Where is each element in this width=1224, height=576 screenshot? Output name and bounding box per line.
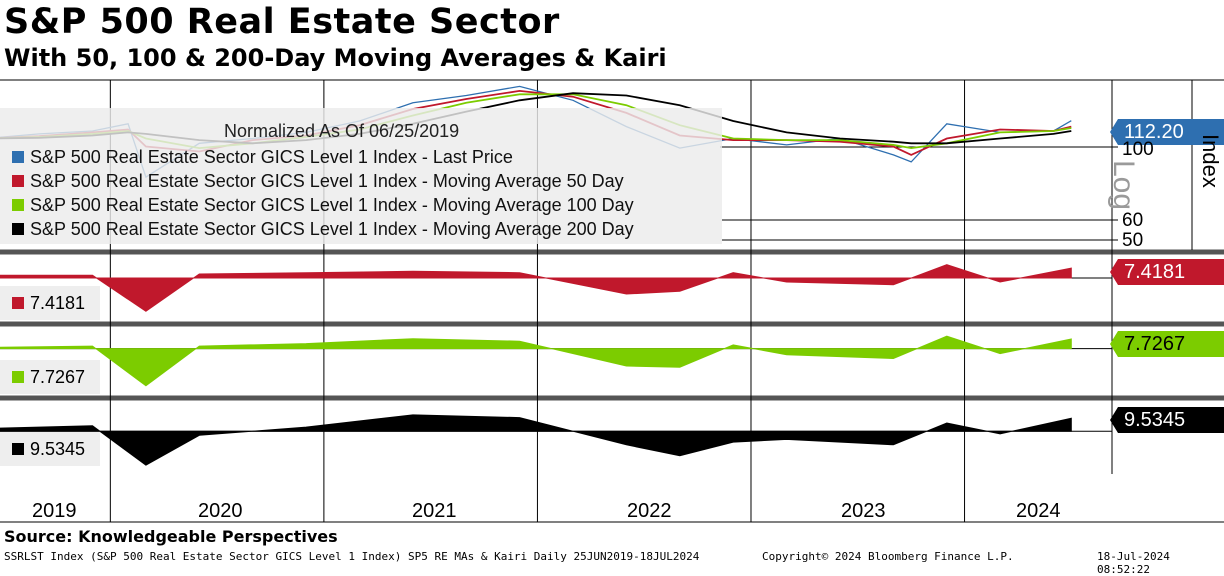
chart-title: S&P 500 Real Estate Sector [4,2,560,42]
kairi50-value: 7.4181 [1124,261,1186,283]
kairi100-value: 7.7267 [1124,333,1186,355]
legend-label: S&P 500 Real Estate Sector GICS Level 1 … [30,195,634,215]
kairi200-legend-value: 9.5345 [30,439,86,459]
kairi50-legend-value: 7.4181 [30,293,86,313]
kairi-area [0,335,1072,387]
legend-swatch [12,297,24,309]
chart-subtitle: With 50, 100 & 200-Day Moving Averages &… [4,44,667,72]
last-price-value: 112.20 [1124,121,1184,143]
x-tick-2020: 2020 [198,500,243,522]
kairi200-legend: 9.5345 [0,432,100,466]
kairi50-tag: 7.4181 [1110,259,1224,285]
legend-label: S&P 500 Real Estate Sector GICS Level 1 … [30,147,513,167]
y-tick-50: 50 [1122,230,1144,251]
legend-heading: Normalized As Of 06/25/2019 [224,121,460,141]
kairi100-legend-value: 7.7267 [30,367,86,387]
legend-item-last-price: S&P 500 Real Estate Sector GICS Level 1 … [12,147,513,168]
legend-swatch [12,223,24,235]
kairi100-legend: 7.7267 [0,360,100,394]
footer-timestamp: 18-Jul-2024 08:52:22 [1097,550,1170,576]
source-note: Source: Knowledgeable Perspectives [4,527,338,546]
log-scale-label: Log [1107,160,1140,211]
kairi-area [0,414,1072,466]
legend-item-ma50: S&P 500 Real Estate Sector GICS Level 1 … [12,171,624,192]
legend-label: S&P 500 Real Estate Sector GICS Level 1 … [30,171,624,191]
kairi100-tag: 7.7267 [1110,331,1224,357]
legend-label: S&P 500 Real Estate Sector GICS Level 1 … [30,219,634,239]
legend-panel [0,108,722,244]
x-tick-2022: 2022 [627,500,672,522]
last-price-tag: 112.20 [1110,119,1224,145]
y-tick-60: 60 [1122,210,1144,231]
legend-swatch [12,175,24,187]
x-tick-2024: 2024 [1016,500,1061,522]
kairi50-legend: 7.4181 [0,286,100,320]
footer-description: SSRLST Index (S&P 500 Real Estate Sector… [4,550,700,563]
x-tick-2021: 2021 [412,500,457,522]
legend-swatch [12,443,24,455]
kairi200-tag: 9.5345 [1110,407,1224,433]
legend-item-ma100: S&P 500 Real Estate Sector GICS Level 1 … [12,195,634,216]
y-axis-unit-label: Index [1198,134,1223,188]
kairi-area [0,264,1072,312]
x-tick-2019: 2019 [32,500,77,522]
y-tick-100: 100 [1122,139,1154,160]
legend-item-ma200: S&P 500 Real Estate Sector GICS Level 1 … [12,219,634,240]
legend-swatch [12,151,24,163]
legend-swatch [12,371,24,383]
kairi200-value: 9.5345 [1124,409,1186,431]
legend-swatch [12,199,24,211]
footer-copyright: Copyright© 2024 Bloomberg Finance L.P. [762,550,1014,563]
x-tick-2023: 2023 [841,500,886,522]
